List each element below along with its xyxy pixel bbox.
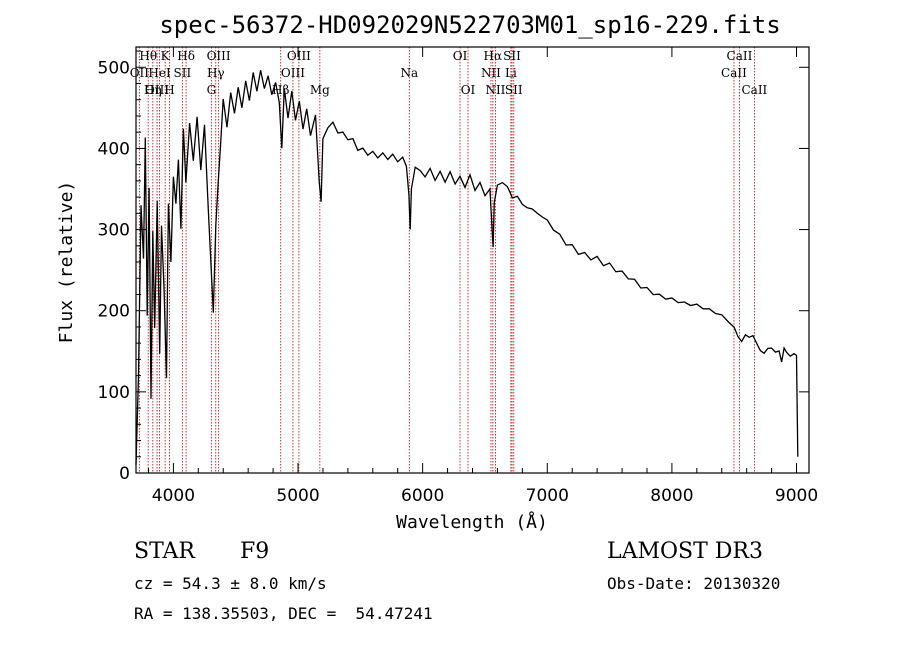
emission-line-label: Hδ [177, 49, 195, 63]
emission-line-label: Hθ [139, 49, 157, 63]
emission-lines-layer [138, 47, 755, 473]
emission-line-label: OIII [145, 83, 169, 97]
x-tick-label: 5000 [276, 486, 319, 506]
y-tick-label: 400 [98, 139, 130, 159]
x-axis-label: Wavelength (Å) [396, 511, 548, 533]
emission-line-label: OIII [287, 49, 311, 63]
emission-line-label: Na [400, 66, 418, 80]
x-tick-label: 8000 [650, 486, 693, 506]
emission-line-label: Hα [484, 49, 503, 63]
x-tick-label: 6000 [401, 486, 444, 506]
emission-line-label: OI [453, 49, 468, 63]
x-axis-ticks: 4000 5000 6000 7000 8000 9000 [147, 47, 818, 506]
emission-line-label: Hη [144, 83, 162, 97]
observation-date: Obs-Date: 20130320 [607, 574, 781, 593]
emission-line-label: NII [481, 66, 501, 80]
object-subclass: F9 [240, 539, 270, 564]
emission-line-label: H [164, 83, 174, 97]
emission-line-label: Mg [310, 83, 330, 97]
redshift-readout: cz = 54.3 ± 8.0 km/s [134, 574, 327, 593]
emission-line-label: Li [505, 66, 517, 80]
emission-line-label: K [161, 49, 171, 63]
emission-line-label: SII [505, 83, 523, 97]
x-tick-label: 9000 [775, 486, 818, 506]
emission-line-label: G [207, 83, 217, 97]
y-tick-label: 200 [98, 302, 130, 322]
x-tick-label: 7000 [526, 486, 569, 506]
emission-line-label: CaII [727, 49, 753, 63]
y-tick-label: 100 [98, 383, 130, 403]
emission-line-label: Hγ [207, 66, 225, 80]
y-tick-label: 0 [119, 464, 130, 484]
emission-line-label: SII [174, 66, 192, 80]
emission-line-label: SII [503, 49, 521, 63]
y-tick-label: 300 [98, 221, 130, 241]
emission-line-label: OII [130, 66, 150, 80]
emission-line-label: HeI [148, 66, 171, 80]
emission-line-label: CaII [721, 66, 747, 80]
emission-line-label: OIII [207, 49, 231, 63]
y-tick-label: 500 [98, 58, 130, 78]
y-axis-label: Flux (relative) [56, 181, 77, 344]
y-axis-ticks: 0 100 200 300 400 500 [98, 50, 809, 484]
chart-title: spec-56372-HD092029N522703M01_sp16-229.f… [159, 11, 780, 39]
emission-line-label: OI [461, 83, 476, 97]
x-tick-label: 4000 [152, 486, 195, 506]
plot-frame [135, 46, 810, 474]
object-class: STAR [134, 539, 195, 564]
emission-line-label: NII [485, 83, 505, 97]
coordinates-readout: RA = 138.35503, DEC = 54.47241 [134, 604, 433, 623]
emission-line-label: OIII [281, 66, 305, 80]
survey-name: LAMOST DR3 [607, 539, 763, 564]
emission-line-label: CaII [741, 83, 767, 97]
flux-series-line [135, 70, 799, 465]
